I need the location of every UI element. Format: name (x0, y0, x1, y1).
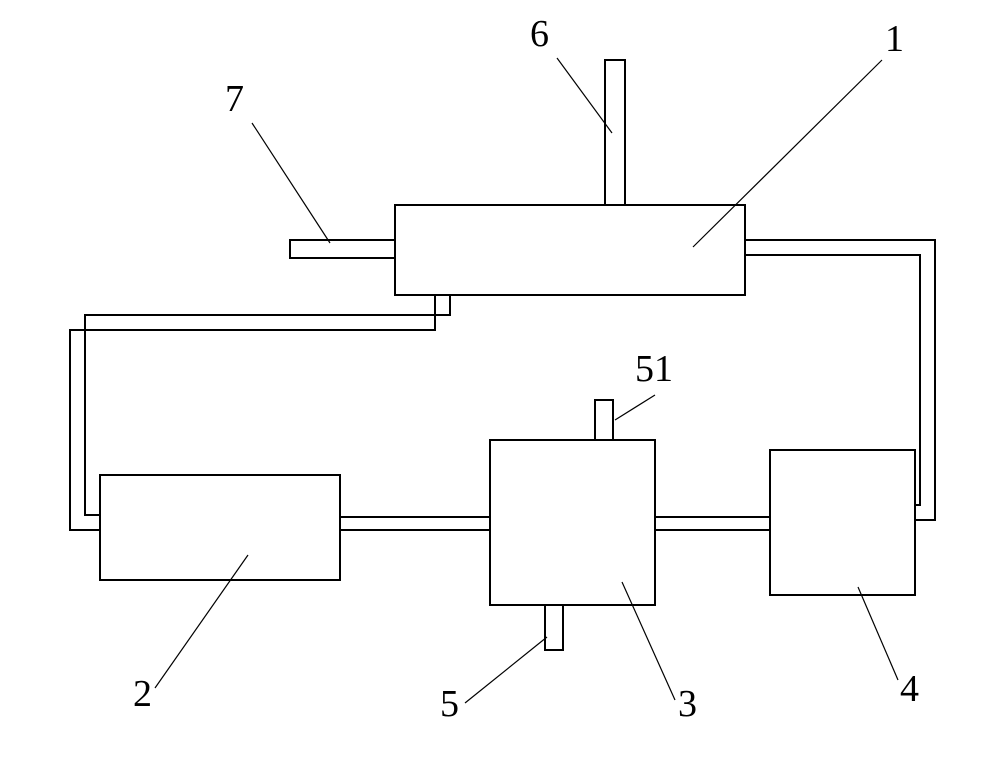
label-6: 6 (530, 12, 549, 56)
label-51: 51 (635, 347, 673, 391)
label-7: 7 (225, 77, 244, 121)
label-5: 5 (440, 682, 459, 726)
label-3: 3 (678, 682, 697, 726)
label-2: 2 (133, 672, 152, 716)
label-4: 4 (900, 667, 919, 711)
label-1: 1 (885, 17, 904, 61)
labels-layer: 6 7 1 51 2 5 3 4 (0, 0, 1000, 759)
